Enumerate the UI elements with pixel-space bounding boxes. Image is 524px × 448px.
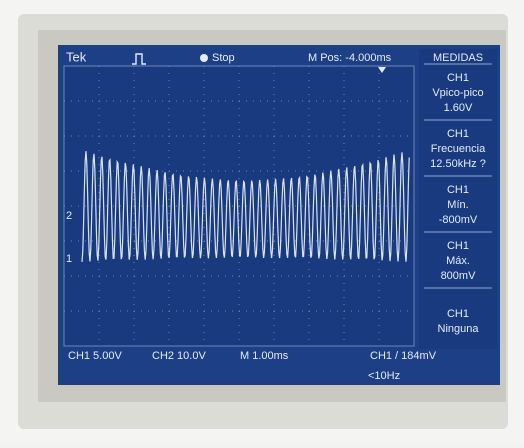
measurement-value: 12.50kHz ? bbox=[430, 158, 486, 170]
measurement-value: 800mV bbox=[441, 270, 477, 282]
channel-2-marker: 2 bbox=[66, 210, 72, 222]
measurement-label: Máx. bbox=[446, 255, 470, 267]
measurement-source: CH1 bbox=[447, 240, 469, 252]
measurement-source: CH1 bbox=[447, 184, 469, 196]
ch2-scale: CH2 10.0V bbox=[152, 350, 206, 362]
measurement-source: CH1 bbox=[447, 72, 469, 84]
trigger-level: CH1 / 184mV bbox=[370, 350, 437, 362]
body: Tek Stop M Pos: -4.000ms MEDIDAS 2 1 CH1… bbox=[0, 0, 524, 443]
measurement-source: CH1 bbox=[447, 128, 469, 140]
page: Oscilloscope {"header": {"brand": "Tek",… bbox=[0, 0, 524, 443]
channel-1-marker: 1 bbox=[66, 253, 72, 265]
menu-title: MEDIDAS bbox=[433, 52, 483, 64]
measurement-label: Mín. bbox=[447, 199, 468, 211]
horizontal-position: M Pos: -4.000ms bbox=[308, 52, 392, 64]
ch1-scale: CH1 5.00V bbox=[68, 350, 122, 362]
measurement-label: Vpico-pico bbox=[432, 87, 483, 99]
measurement-value: 1.60V bbox=[444, 102, 473, 114]
stop-icon bbox=[200, 54, 208, 62]
scope-photo: Tek Stop M Pos: -4.000ms MEDIDAS 2 1 CH1… bbox=[0, 0, 524, 443]
brand: Tek bbox=[66, 49, 87, 64]
status: Stop bbox=[212, 52, 235, 64]
measurement-label: Ninguna bbox=[438, 323, 480, 335]
measurement-value: -800mV bbox=[439, 214, 478, 226]
timebase: M 1.00ms bbox=[240, 350, 289, 362]
trigger-frequency: <10Hz bbox=[368, 370, 400, 382]
measurement-source: CH1 bbox=[447, 308, 469, 320]
measurement-label: Frecuencia bbox=[431, 143, 486, 155]
